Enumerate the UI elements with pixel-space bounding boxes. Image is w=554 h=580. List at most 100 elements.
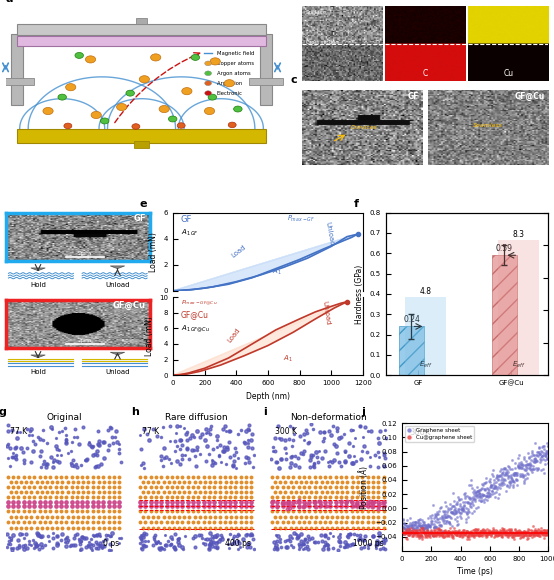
Graphene sheet <box>498 477 507 486</box>
Graphene sheet <box>435 521 444 530</box>
Cu@graphene sheet <box>461 528 470 538</box>
Graphene sheet <box>420 524 429 534</box>
Cu@graphene sheet <box>444 530 453 539</box>
Graphene sheet <box>421 520 430 530</box>
Cu@graphene sheet <box>476 531 485 540</box>
Cu@graphene sheet <box>485 527 494 536</box>
Cu@graphene sheet <box>464 527 473 536</box>
Cu@graphene sheet <box>455 531 464 540</box>
Graphene sheet <box>481 473 490 483</box>
Graphene sheet <box>452 516 461 525</box>
Graphene sheet <box>457 506 466 516</box>
Graphene sheet <box>423 523 432 532</box>
Cu@graphene sheet <box>539 526 548 535</box>
Graphene sheet <box>538 451 547 461</box>
Graphene sheet <box>504 462 513 472</box>
Graphene sheet <box>535 443 543 452</box>
Cu@graphene sheet <box>454 528 463 538</box>
Graphene sheet <box>485 492 494 501</box>
Graphene sheet <box>411 517 420 527</box>
Graphene sheet <box>466 493 475 502</box>
Graphene sheet <box>438 506 447 516</box>
Graphene sheet <box>418 515 427 524</box>
Graphene sheet <box>502 466 511 475</box>
Cu@graphene sheet <box>406 524 415 533</box>
Cu@graphene sheet <box>475 528 484 538</box>
Cu@graphene sheet <box>427 525 435 535</box>
Graphene sheet <box>526 459 535 468</box>
Graphene sheet <box>532 464 541 473</box>
Text: b: b <box>293 0 300 1</box>
Cu@graphene sheet <box>458 527 467 536</box>
Graphene sheet <box>529 462 538 471</box>
Graphene sheet <box>440 509 449 519</box>
Cu@graphene sheet <box>466 528 475 538</box>
Graphene sheet <box>488 487 497 496</box>
Cu@graphene sheet <box>440 526 449 535</box>
Cu@graphene sheet <box>483 529 492 538</box>
Cu@graphene sheet <box>481 526 490 535</box>
Graphene sheet <box>439 507 448 516</box>
Graphene sheet <box>442 513 450 522</box>
Cu@graphene sheet <box>475 530 484 539</box>
Cu@graphene sheet <box>422 525 431 535</box>
Cu@graphene sheet <box>475 526 484 535</box>
Graphene sheet <box>435 518 444 527</box>
Graphene sheet <box>542 449 551 458</box>
Cu@graphene sheet <box>405 529 414 538</box>
Cu@graphene sheet <box>463 534 471 543</box>
Graphene sheet <box>409 517 418 526</box>
Graphene sheet <box>472 486 481 495</box>
Cu@graphene sheet <box>428 528 437 538</box>
Text: 400 ps: 400 ps <box>225 539 252 549</box>
Graphene sheet <box>525 462 534 472</box>
Graphene sheet <box>532 456 541 466</box>
Graphene sheet <box>419 520 428 530</box>
Graphene sheet <box>505 465 514 474</box>
Cu@graphene sheet <box>411 529 419 538</box>
Cu@graphene sheet <box>503 529 512 538</box>
Cu@graphene sheet <box>527 529 536 538</box>
Cu@graphene sheet <box>471 524 480 533</box>
Cu@graphene sheet <box>435 525 444 534</box>
Graphene sheet <box>490 481 499 491</box>
Graphene sheet <box>438 526 447 535</box>
Cu@graphene sheet <box>478 525 486 535</box>
Graphene sheet <box>479 478 488 488</box>
Cu@graphene sheet <box>506 531 515 540</box>
Cu@graphene sheet <box>519 530 528 539</box>
Cu@graphene sheet <box>402 527 411 536</box>
Graphene sheet <box>471 503 480 513</box>
Cu@graphene sheet <box>480 525 489 535</box>
Graphene sheet <box>494 471 503 480</box>
Cu@graphene sheet <box>422 531 430 540</box>
Text: h: h <box>131 407 138 417</box>
Graphene sheet <box>398 519 407 528</box>
Cu@graphene sheet <box>526 528 535 538</box>
Graphene sheet <box>434 509 443 519</box>
Cu@graphene sheet <box>478 526 487 535</box>
Graphene sheet <box>490 483 499 492</box>
Graphene sheet <box>441 507 450 516</box>
Cu@graphene sheet <box>419 527 428 536</box>
Graphene sheet <box>454 492 463 502</box>
Text: GF@Cu: GF@Cu <box>515 92 545 101</box>
Cu@graphene sheet <box>542 530 551 539</box>
Graphene sheet <box>537 456 546 465</box>
Graphene sheet <box>510 464 519 473</box>
Cu@graphene sheet <box>430 529 439 538</box>
Cu@graphene sheet <box>533 527 542 536</box>
Text: Crevices: Crevices <box>351 125 378 130</box>
Graphene sheet <box>521 471 530 480</box>
Cu@graphene sheet <box>417 524 426 533</box>
Graphene sheet <box>520 465 529 474</box>
Cu@graphene sheet <box>460 530 469 539</box>
Cu@graphene sheet <box>432 527 441 536</box>
Graphene sheet <box>511 468 520 477</box>
Cu@graphene sheet <box>406 528 415 537</box>
Cu@graphene sheet <box>424 528 433 538</box>
Graphene sheet <box>403 521 412 531</box>
Graphene sheet <box>463 509 471 518</box>
Graphene sheet <box>446 504 455 513</box>
Graphene sheet <box>463 504 472 513</box>
